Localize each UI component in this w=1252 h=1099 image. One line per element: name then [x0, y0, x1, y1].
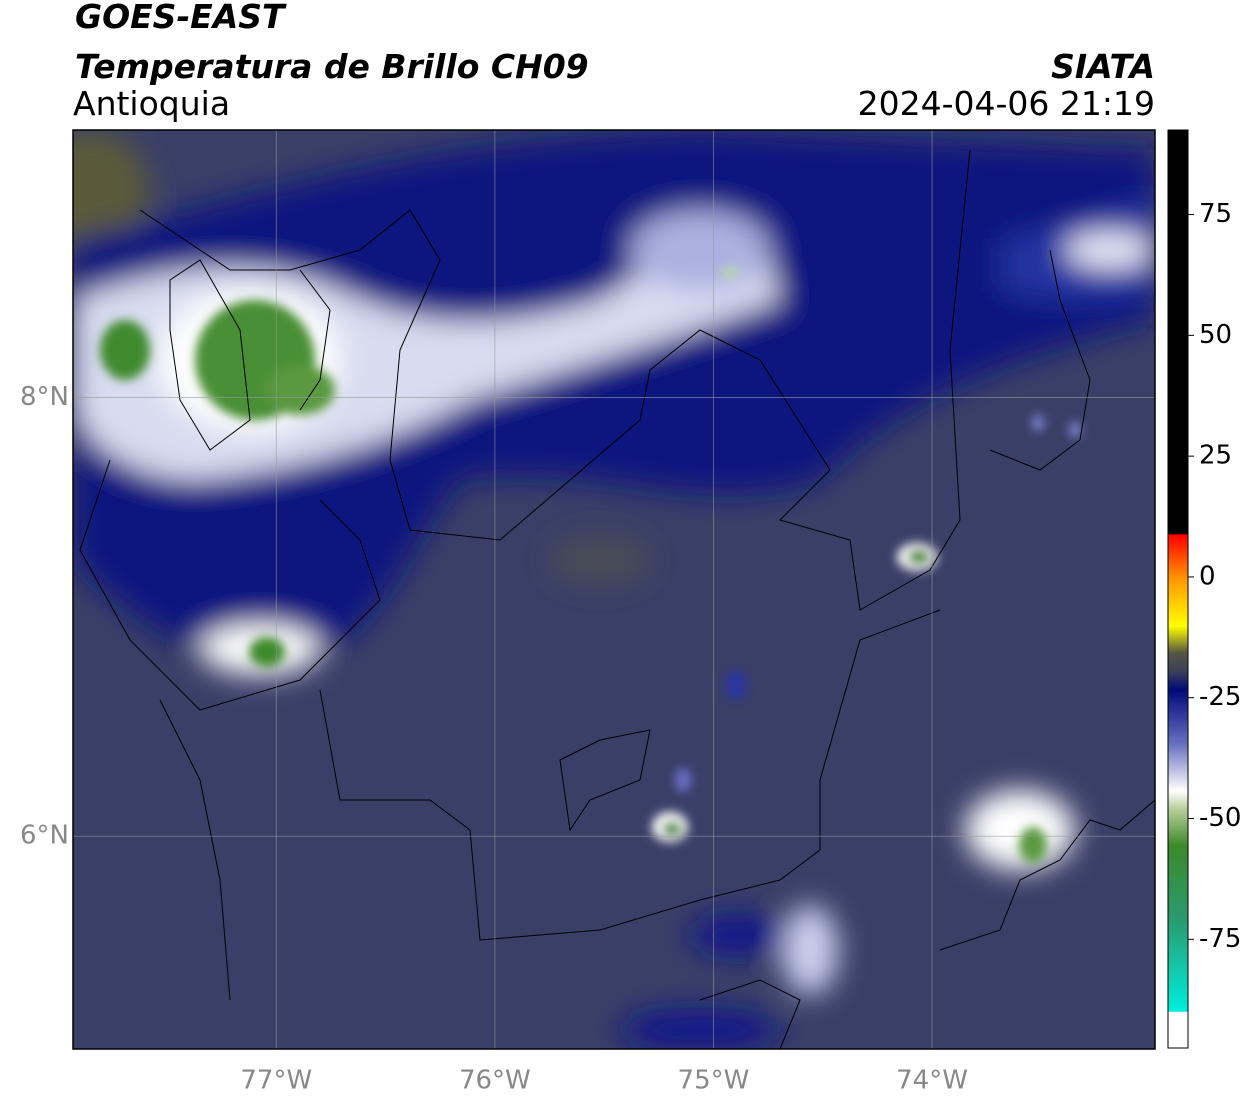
lon-tick-label: 74°W [896, 1066, 968, 1096]
lon-tick-label: 77°W [240, 1066, 312, 1096]
title: GOES-EAST [75, 0, 287, 36]
datetime: 2024-04-06 21:19 [858, 84, 1155, 123]
subtitle: Temperatura de Brillo CH09 [75, 47, 589, 86]
satellite-image [73, 130, 1155, 1049]
colorbar [1167, 129, 1189, 1049]
map-frame [72, 129, 1156, 1050]
colorbar-tick-label: 0 [1199, 561, 1216, 591]
colorbar-tick-label: 25 [1199, 441, 1232, 471]
colorbar-tick-label: -50 [1199, 803, 1241, 833]
lat-tick-label: 6°N [20, 821, 69, 851]
source: SIATA [1051, 47, 1155, 86]
colorbar-tick-label: 50 [1199, 320, 1232, 350]
colorbar-tick-label: 75 [1199, 199, 1232, 229]
region: Antioquia [73, 84, 230, 123]
colorbar-tick-label: -75 [1199, 924, 1241, 954]
colorbar-tick-label: -25 [1199, 682, 1241, 712]
lon-tick-label: 75°W [678, 1066, 750, 1096]
lat-tick-label: 8°N [20, 382, 69, 412]
lon-tick-label: 76°W [459, 1066, 531, 1096]
